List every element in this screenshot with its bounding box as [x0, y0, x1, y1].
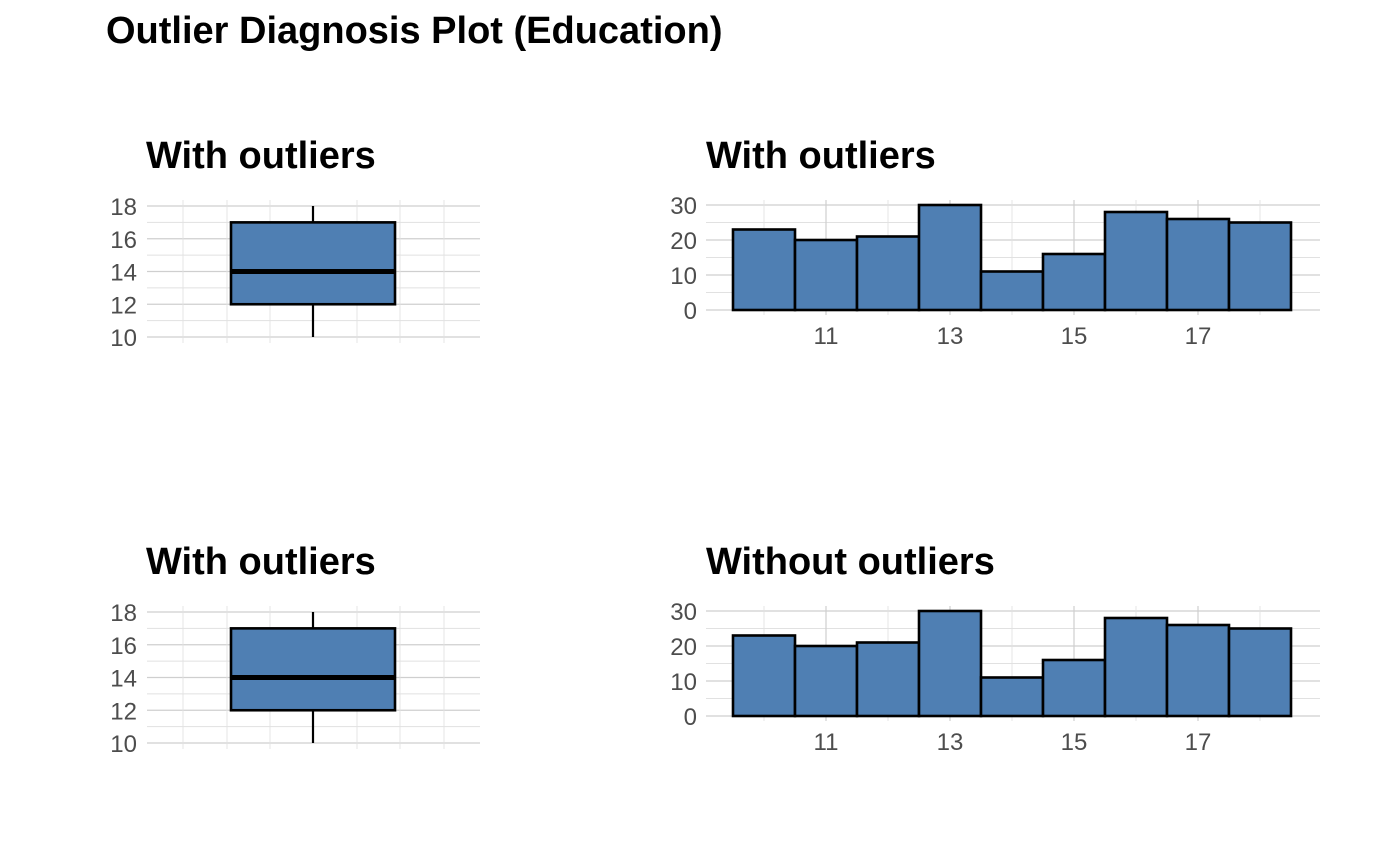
x-tick-label: 11 [814, 323, 839, 350]
x-tick-label: 15 [1061, 323, 1088, 350]
x-tick-label: 15 [1061, 729, 1088, 756]
y-tick-label: 30 [670, 193, 697, 220]
histogram-bar [731, 634, 797, 718]
y-tick-label: 16 [110, 227, 137, 254]
y-tick-label: 12 [110, 698, 137, 725]
boxplot-bottom-plot-area: 10 12 14 16 18 [110, 600, 480, 758]
histogram-bar [917, 203, 983, 312]
histogram-bottom-plot-area: 0 10 20 30 11 13 15 17 [670, 599, 1320, 756]
histogram-bar [1103, 210, 1169, 312]
panel-title-histogram-bottom: Without outliers [706, 541, 995, 583]
boxplot-top-plot-area: 10 12 14 16 18 [110, 194, 480, 352]
y-tick-label: 12 [110, 292, 137, 319]
iqr-box [229, 221, 397, 306]
panel-title-boxplot-top: With outliers [146, 135, 376, 177]
y-tick-label: 10 [110, 731, 137, 758]
histogram-bar [1165, 623, 1231, 718]
y-tick-label: 0 [684, 704, 697, 731]
y-tick-label: 16 [110, 633, 137, 660]
y-tick-label: 10 [110, 325, 137, 352]
histogram-top-plot-area: 0 10 20 30 11 13 15 17 [670, 193, 1320, 350]
histogram-bar [1227, 221, 1293, 312]
y-tick-label: 18 [110, 600, 137, 627]
histogram-bar [917, 609, 983, 718]
panel-boxplot-bottom: With outliers 10 12 14 16 18 [110, 541, 480, 758]
x-tick-label: 11 [814, 729, 839, 756]
histogram-bar [1227, 627, 1293, 718]
histogram-bar [793, 238, 859, 312]
x-tick-label: 13 [937, 729, 964, 756]
x-tick-label: 17 [1185, 729, 1212, 756]
panel-title-histogram-top: With outliers [706, 135, 936, 177]
histogram-bar [855, 641, 921, 718]
y-tick-label: 20 [670, 634, 697, 661]
x-tick-label: 13 [937, 323, 964, 350]
iqr-box [229, 627, 397, 712]
y-tick-label: 14 [110, 666, 137, 693]
histogram-bar [793, 644, 859, 718]
histogram-bar [1103, 616, 1169, 718]
figure-title: Outlier Diagnosis Plot (Education) [106, 10, 722, 52]
histogram-bar [1041, 252, 1107, 312]
y-tick-label: 30 [670, 599, 697, 626]
panel-histogram-bottom: Without outliers 0 10 20 30 11 13 15 17 [670, 541, 1320, 756]
y-tick-label: 20 [670, 228, 697, 255]
histogram-bar [1165, 217, 1231, 312]
panel-title-boxplot-bottom: With outliers [146, 541, 376, 583]
histogram-bar [731, 228, 797, 312]
panel-histogram-top: With outliers 0 10 20 30 11 13 15 17 [670, 135, 1320, 350]
histogram-bar [979, 270, 1045, 312]
panel-boxplot-top: With outliers 10 12 14 16 18 [110, 135, 480, 352]
y-tick-label: 14 [110, 260, 137, 287]
y-tick-label: 18 [110, 194, 137, 221]
y-tick-label: 0 [684, 298, 697, 325]
y-tick-label: 10 [670, 669, 697, 696]
histogram-bar [1041, 658, 1107, 718]
histogram-bar [855, 235, 921, 312]
y-tick-label: 10 [670, 263, 697, 290]
x-tick-label: 17 [1185, 323, 1212, 350]
histogram-bar [979, 676, 1045, 718]
